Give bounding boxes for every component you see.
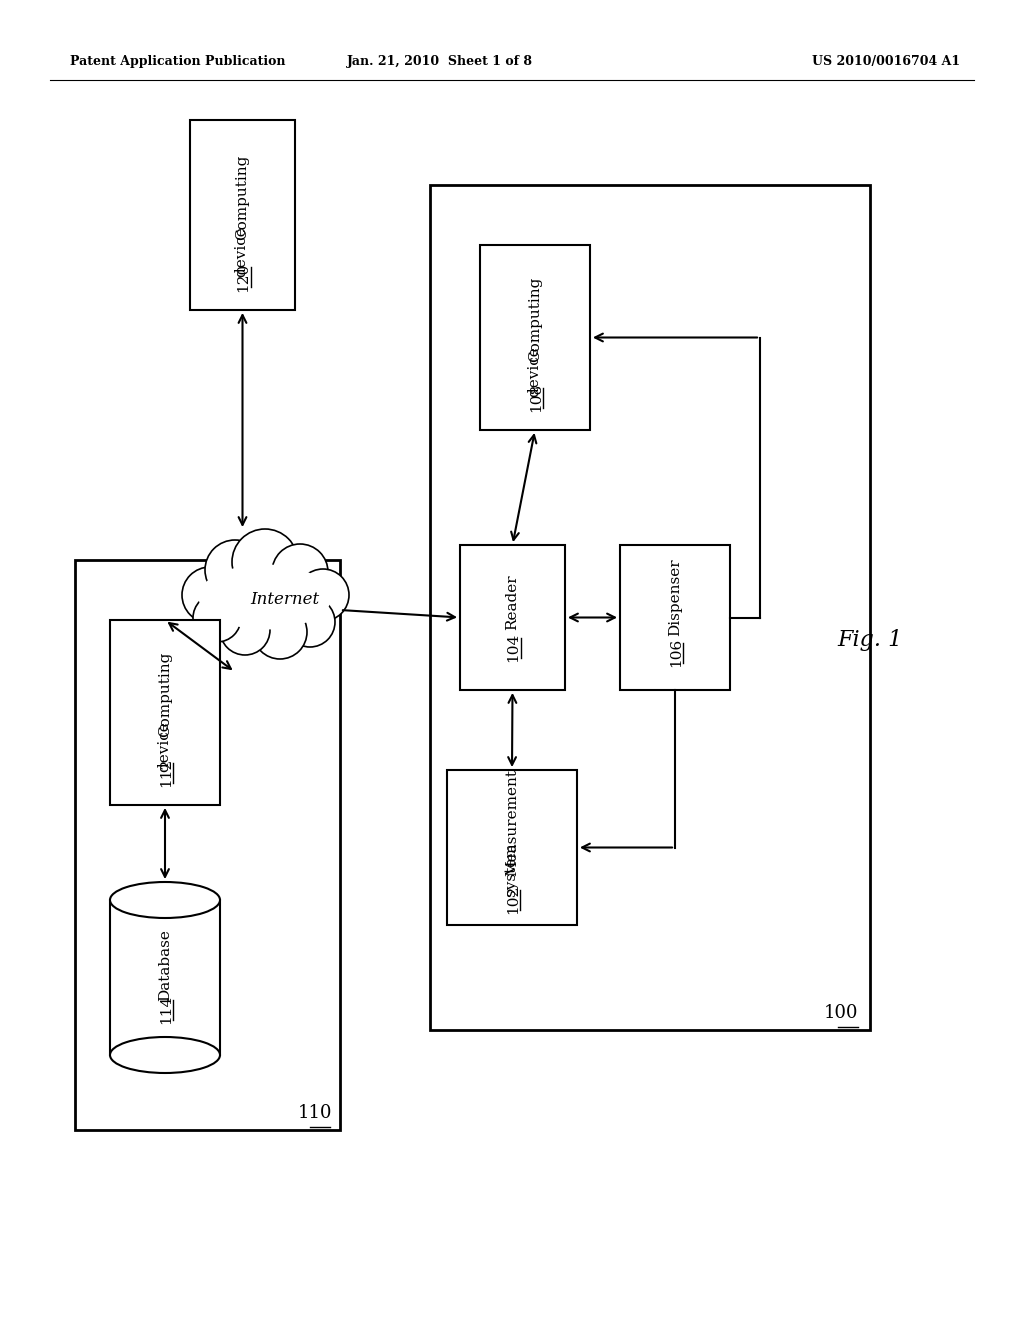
Bar <box>447 770 577 925</box>
Text: Computing: Computing <box>528 277 542 362</box>
Circle shape <box>232 529 298 595</box>
Circle shape <box>272 544 328 601</box>
Text: Patent Application Publication: Patent Application Publication <box>70 55 286 69</box>
Text: Dispenser: Dispenser <box>668 558 682 636</box>
Circle shape <box>182 568 238 623</box>
Text: Computing: Computing <box>158 652 172 737</box>
Text: Database: Database <box>158 929 172 1002</box>
Text: Computing: Computing <box>236 154 250 240</box>
Bar <box>460 545 565 690</box>
Text: device: device <box>158 717 172 772</box>
Text: 108: 108 <box>529 383 543 412</box>
Ellipse shape <box>110 1038 220 1073</box>
Ellipse shape <box>199 565 332 630</box>
Circle shape <box>253 605 307 659</box>
Text: device: device <box>236 223 250 277</box>
Bar <box>110 900 220 1055</box>
Text: Reader: Reader <box>506 574 519 631</box>
Bar <box>110 620 220 805</box>
Bar <box>430 185 870 1030</box>
Circle shape <box>193 594 241 642</box>
Bar <box>620 545 730 690</box>
Text: Measurement: Measurement <box>505 770 519 876</box>
Text: 120: 120 <box>237 263 251 292</box>
Text: Fig. 1: Fig. 1 <box>838 630 902 651</box>
Text: 104: 104 <box>507 632 520 663</box>
Text: US 2010/0016704 A1: US 2010/0016704 A1 <box>812 55 961 69</box>
Circle shape <box>285 597 335 647</box>
Text: device: device <box>528 342 542 397</box>
Text: 100: 100 <box>823 1005 858 1022</box>
Text: 114: 114 <box>159 995 173 1024</box>
Bar <box>190 120 295 310</box>
Text: 106: 106 <box>669 638 683 667</box>
Circle shape <box>205 540 265 601</box>
Text: Internet: Internet <box>251 591 319 609</box>
Circle shape <box>297 569 349 620</box>
Text: 110: 110 <box>298 1104 332 1122</box>
Ellipse shape <box>110 882 220 917</box>
Circle shape <box>220 605 270 655</box>
Text: 102: 102 <box>506 884 520 915</box>
Bar <box>75 560 340 1130</box>
Text: Jan. 21, 2010  Sheet 1 of 8: Jan. 21, 2010 Sheet 1 of 8 <box>347 55 534 69</box>
Bar <box>480 246 590 430</box>
Text: 112: 112 <box>159 758 173 787</box>
Text: system: system <box>505 838 519 896</box>
